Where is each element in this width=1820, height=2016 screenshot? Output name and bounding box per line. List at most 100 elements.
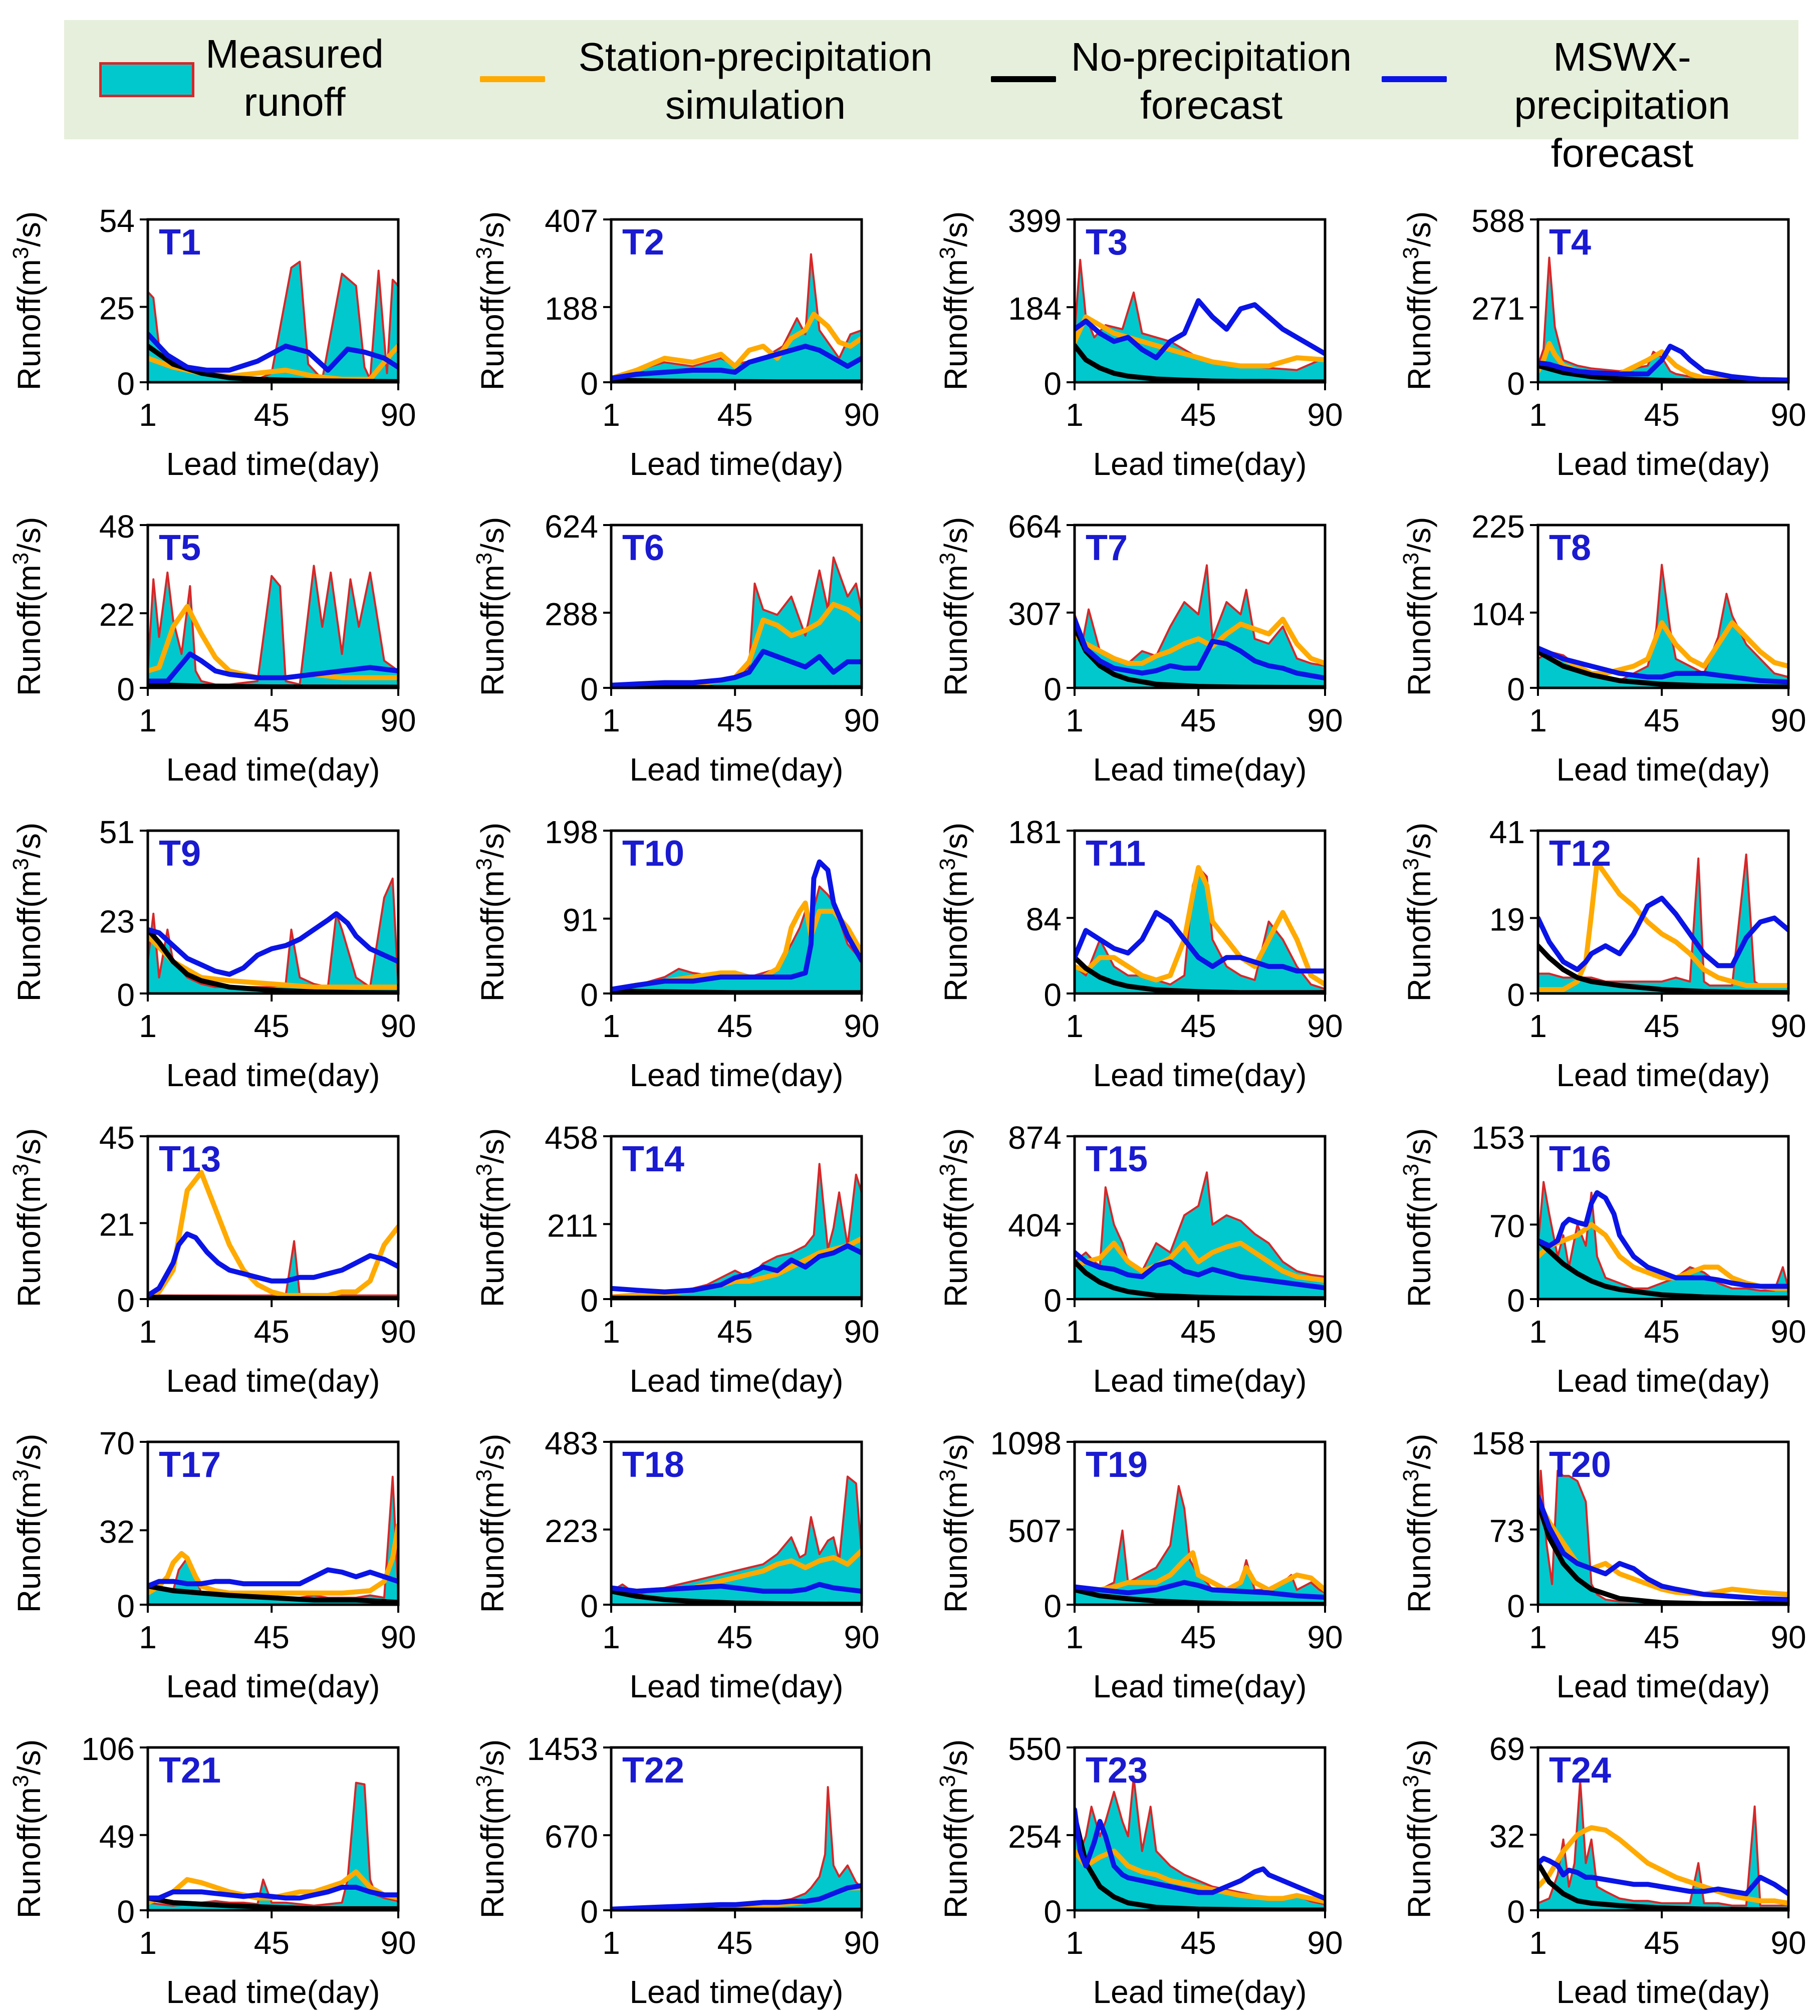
x-axis-label-t8: Lead time(day) — [1556, 751, 1770, 788]
plot-area-t3 — [1075, 259, 1325, 382]
legend: Measured runoff Station-precipitation si… — [64, 20, 1798, 175]
legend-item-station-precipitation: Station-precipitation simulation — [455, 20, 976, 139]
no-precipitation-line-t8 — [1538, 649, 1788, 688]
axes-frame-t6 — [610, 524, 863, 689]
mswx-precipitation-line-t6 — [611, 649, 862, 688]
y-tick-label-t14-0: 0 — [580, 1283, 598, 1319]
plot-area-t13 — [148, 1170, 398, 1299]
station-precipitation-line-t2 — [611, 312, 862, 381]
axes-frame-t1 — [146, 218, 400, 384]
y-axis-label-t17: Runoff(m3/s) — [9, 1434, 47, 1613]
y-tick-label-t5-1: 22 — [99, 597, 135, 633]
legend-item-measured-runoff: Measured runoff — [64, 20, 425, 139]
measured-runoff-area-t3 — [1075, 260, 1325, 382]
x-tick-label-t1-2: 90 — [380, 397, 416, 433]
x-axis-label-t2: Lead time(day) — [630, 446, 844, 482]
x-axis-label-t11: Lead time(day) — [1093, 1057, 1307, 1093]
no-precipitation-line-t12 — [1538, 943, 1788, 993]
x-tick-label-t24-0: 1 — [1529, 1925, 1547, 1961]
x-tick-label-t17-0: 1 — [139, 1619, 157, 1655]
y-tick-label-t3-2: 399 — [1008, 203, 1062, 239]
x-tick-label-t6-1: 45 — [717, 702, 753, 738]
x-tick-label-t13-1: 45 — [254, 1314, 290, 1350]
axes-frame-t23 — [1073, 1746, 1327, 1912]
station-precipitation-line-t23 — [1075, 1848, 1325, 1904]
x-tick-label-t22-1: 45 — [717, 1925, 753, 1961]
y-axis-label-t3: Runoff(m3/s) — [935, 211, 974, 391]
y-axis-label-t10: Runoff(m3/s) — [472, 823, 510, 1002]
station-precipitation-line-t11 — [1075, 865, 1325, 987]
station-precipitation-line-t7 — [1075, 617, 1325, 666]
mswx-precipitation-line-t7 — [1075, 617, 1325, 681]
mswx-precipitation-line-t4 — [1538, 344, 1788, 382]
y-tick-label-t1-1: 25 — [99, 291, 135, 327]
plot-area-t18 — [611, 1475, 862, 1605]
no-precipitation-line-t16 — [1538, 1238, 1788, 1299]
panel-title-t12: T12 — [1549, 834, 1611, 874]
x-tick-label-t15-0: 1 — [1066, 1314, 1084, 1350]
y-tick-label-t12-1: 19 — [1489, 901, 1525, 937]
x-axis-label-t1: Lead time(day) — [166, 446, 380, 482]
x-tick-label-t20-0: 1 — [1529, 1619, 1547, 1655]
x-axis-label-t16: Lead time(day) — [1556, 1363, 1770, 1399]
axes-frame-t24 — [1536, 1746, 1790, 1912]
y-axis-label-t8: Runoff(m3/s) — [1399, 517, 1437, 696]
mswx-precipitation-line-t20 — [1538, 1494, 1788, 1602]
mswx-precipitation-line-t10 — [611, 859, 862, 992]
x-tick-label-t4-1: 45 — [1644, 397, 1680, 433]
mswx-precipitation-line-t15 — [1075, 1250, 1325, 1291]
y-axis-label-t9: Runoff(m3/s) — [9, 823, 47, 1002]
x-axis-label-t17: Lead time(day) — [166, 1668, 380, 1704]
x-tick-label-t18-2: 90 — [844, 1619, 879, 1655]
y-tick-label-t17-0: 0 — [117, 1588, 135, 1624]
plot-area-t9 — [148, 877, 398, 993]
x-tick-label-t14-0: 1 — [602, 1314, 620, 1350]
y-tick-label-t5-0: 0 — [117, 671, 135, 707]
plot-area-t20 — [1538, 1469, 1788, 1605]
axes-frame-t19 — [1073, 1440, 1327, 1606]
measured-runoff-edge-t16 — [1538, 1181, 1788, 1292]
y-tick-label-t16-2: 153 — [1471, 1120, 1525, 1156]
y-tick-label-t17-2: 70 — [99, 1425, 135, 1461]
x-tick-label-t12-1: 45 — [1644, 1008, 1680, 1044]
mswx-precipitation-line-t19 — [1075, 1580, 1325, 1600]
y-tick-label-t21-1: 49 — [99, 1819, 135, 1855]
y-tick-label-t12-2: 41 — [1489, 814, 1525, 850]
y-tick-label-t10-1: 91 — [563, 902, 598, 938]
x-tick-label-t1-1: 45 — [254, 397, 290, 433]
x-tick-label-t14-2: 90 — [844, 1314, 879, 1350]
station-precipitation-line-t10 — [611, 900, 862, 992]
measured-runoff-area-t15 — [1075, 1172, 1325, 1299]
measured-runoff-edge-t24 — [1538, 1779, 1788, 1907]
x-axis-label-t6: Lead time(day) — [630, 751, 844, 788]
x-tick-label-t9-1: 45 — [254, 1008, 290, 1044]
measured-runoff-area-t1 — [148, 262, 398, 382]
y-tick-label-t14-1: 211 — [547, 1207, 598, 1243]
measured-runoff-area-t6 — [611, 557, 862, 688]
x-axis-label-t9: Lead time(day) — [166, 1057, 380, 1093]
panel-title-t10: T10 — [622, 834, 684, 874]
x-tick-label-t8-1: 45 — [1644, 702, 1680, 738]
x-axis-label-t18: Lead time(day) — [630, 1668, 844, 1704]
axes-frame-t5 — [146, 524, 400, 689]
x-tick-label-t16-2: 90 — [1770, 1314, 1806, 1350]
x-tick-label-t7-2: 90 — [1307, 702, 1343, 738]
no-precipitation-line-t9 — [148, 927, 398, 993]
station-precipitation-line-t17 — [148, 1523, 398, 1596]
x-axis-label-t5: Lead time(day) — [166, 751, 380, 788]
plot-area-t22 — [611, 1786, 862, 1910]
x-tick-label-t23-1: 45 — [1181, 1925, 1216, 1961]
mswx-precipitation-line-t24 — [1538, 1856, 1788, 1896]
mswx-precipitation-line-t13 — [148, 1231, 398, 1298]
y-tick-label-t7-1: 307 — [1008, 596, 1062, 632]
station-precipitation-line-t3 — [1075, 314, 1325, 369]
station-precipitation-line-t19 — [1075, 1550, 1325, 1593]
x-tick-label-t24-1: 45 — [1644, 1925, 1680, 1961]
measured-runoff-area-t9 — [148, 878, 398, 993]
station-precipitation-line-t24 — [1538, 1825, 1788, 1906]
